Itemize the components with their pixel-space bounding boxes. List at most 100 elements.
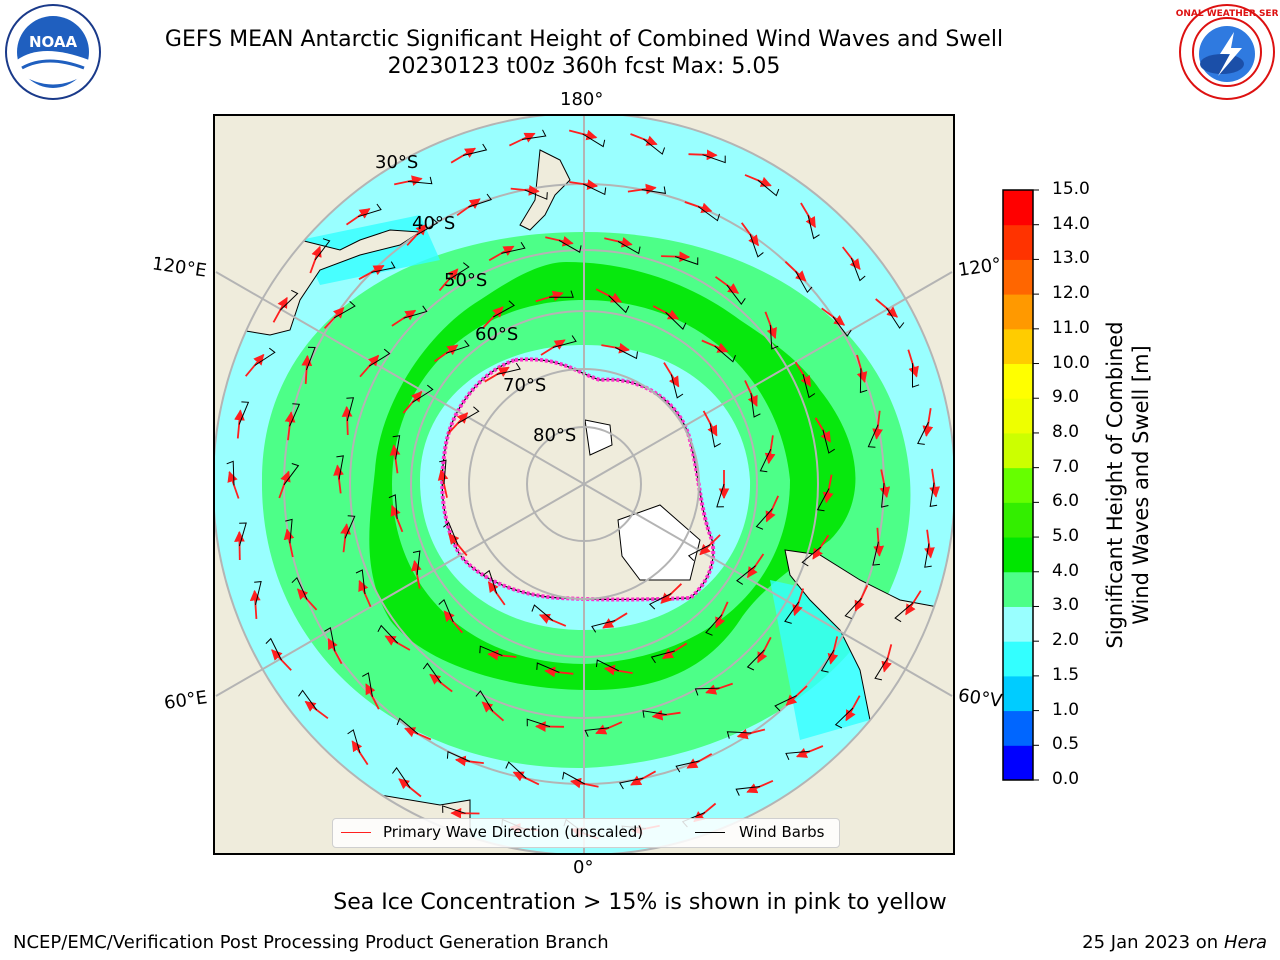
- wind-barb: [582, 183, 607, 196]
- wind-barb: [702, 154, 726, 164]
- colorbar-tick-label: 14.0: [1052, 213, 1090, 234]
- wind-barb: [886, 307, 905, 329]
- wind-barb: [619, 777, 644, 790]
- wind-barb: [254, 347, 276, 366]
- wave-direction-arrow: [535, 290, 564, 303]
- wind-barb: [238, 401, 250, 425]
- colorbar-tick-label: 15.0: [1052, 179, 1090, 199]
- colorbar-tick-label: 12.0: [1052, 283, 1090, 304]
- wind-barb: [501, 241, 526, 254]
- wind-barb: [333, 301, 356, 319]
- weddell-ice: [617, 504, 701, 581]
- wind-barb: [917, 421, 929, 445]
- wind-barb: [526, 718, 551, 728]
- wave-direction-arrow: [365, 683, 380, 710]
- wind-barb: [285, 518, 293, 544]
- footer-date-text: 25 Jan 2023 on: [1082, 932, 1224, 953]
- wind-barb: [755, 508, 773, 530]
- wind-barb: [445, 339, 470, 354]
- wind-barb: [785, 750, 810, 761]
- legend-wave-direction: Primary Wave Direction (unscaled): [383, 823, 644, 841]
- wave-direction-arrow: [796, 745, 824, 758]
- wave-direction-arrow: [841, 246, 861, 270]
- wind-barb: [924, 543, 932, 568]
- wind-barb: [582, 133, 606, 148]
- wind-barb: [558, 239, 582, 253]
- wind-barb: [872, 541, 880, 566]
- colorbar-segment: [1003, 606, 1033, 642]
- wind-barb: [492, 300, 515, 318]
- wind-barb: [344, 515, 356, 539]
- wave-direction-arrow: [450, 147, 477, 164]
- wave-direction-arrow: [746, 779, 774, 794]
- wind-barb: [279, 289, 299, 311]
- wind-barb: [391, 767, 411, 788]
- noaa-logo-text: NOAA: [29, 33, 78, 51]
- colorbar-label: Significant Height of Combined Wind Wave…: [1102, 295, 1154, 675]
- wind-barb: [562, 771, 586, 785]
- colorbar-segment: [1003, 363, 1033, 399]
- wave-direction-arrow: [406, 223, 427, 246]
- wind-barb: [617, 240, 641, 255]
- colorbar-segment: [1003, 432, 1033, 469]
- wind-barb: [412, 550, 421, 575]
- lon-label-top: 180°: [560, 89, 604, 110]
- wind-barb: [591, 620, 616, 633]
- chart-title: GEFS MEAN Antarctic Significant Height o…: [164, 27, 1004, 52]
- wind-barb: [396, 717, 419, 735]
- colorbar-segment: [1003, 502, 1033, 538]
- wind-barb: [665, 312, 687, 330]
- wave-direction-arrow: [482, 306, 504, 328]
- wind-barb: [726, 284, 746, 305]
- colorbar-tick-label: 1.0: [1052, 699, 1080, 720]
- wind-barb: [807, 214, 820, 240]
- wind-barb: [438, 598, 454, 623]
- wave-direction-arrow: [447, 412, 469, 435]
- wind-barb: [822, 429, 835, 454]
- wind-barb: [362, 672, 373, 697]
- wind-barb: [521, 129, 547, 140]
- wind-barb: [407, 176, 433, 185]
- wave-direction-arrow: [327, 638, 343, 665]
- colorbar-segment: [1003, 641, 1033, 677]
- footer-credit: NCEP/EMC/Verification Post Processing Pr…: [13, 932, 609, 953]
- colorbar-segment: [1003, 537, 1033, 573]
- wind-barb: [416, 217, 439, 236]
- wind-barb: [714, 345, 736, 363]
- wind-barb: [802, 373, 816, 399]
- wave-direction-arrow: [662, 642, 688, 660]
- wind-barb: [687, 544, 711, 561]
- colorbar-segment: [1003, 190, 1033, 226]
- wave-direction-arrow: [604, 237, 633, 248]
- wind-barb: [648, 593, 672, 610]
- wind-barb: [832, 316, 852, 337]
- wave-direction-arrow: [538, 613, 567, 627]
- wind-barb: [874, 657, 889, 681]
- wind-barb: [226, 460, 235, 486]
- wave-direction-arrow: [715, 601, 729, 629]
- wind-barb: [388, 494, 398, 519]
- wind-barb: [371, 261, 396, 273]
- wind-barb: [368, 348, 391, 367]
- wind-barb: [670, 374, 684, 399]
- wind-barb: [536, 662, 560, 673]
- wave-direction-arrow: [702, 410, 718, 437]
- lat-label-40s: 40°S: [412, 213, 456, 234]
- wind-barb: [757, 179, 780, 197]
- wind-barb: [483, 569, 498, 594]
- wave-direction-swatch: [341, 832, 371, 833]
- colorbar-segment: [1003, 328, 1033, 365]
- lon-label-bottom: 0°: [573, 857, 594, 878]
- map-frame: [213, 114, 955, 855]
- wind-barb: [357, 203, 382, 218]
- wave-direction-arrow: [905, 590, 922, 616]
- colorbar-segment: [1003, 571, 1033, 607]
- wind-barb: [750, 393, 761, 418]
- wind-barb: [291, 576, 308, 600]
- wave-direction-arrow: [660, 583, 683, 604]
- wind-barb: [694, 687, 720, 696]
- wind-barb: [801, 546, 822, 567]
- colorbar-tick-label: 4.0: [1052, 560, 1080, 581]
- wind-barb: [552, 335, 577, 348]
